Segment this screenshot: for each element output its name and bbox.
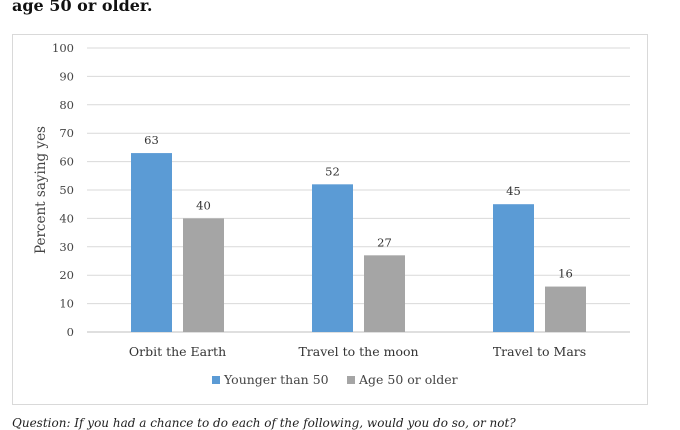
legend-label: Younger than 50 — [223, 372, 329, 387]
y-tick-label: 70 — [59, 126, 74, 140]
data-label: 16 — [558, 267, 573, 281]
y-tick-label: 0 — [67, 325, 74, 339]
x-tick-label: Travel to the moon — [298, 344, 418, 359]
y-tick-label: 30 — [59, 240, 74, 254]
y-tick-label: 80 — [59, 98, 74, 112]
y-tick-label: 90 — [59, 69, 74, 83]
data-label: 45 — [506, 184, 521, 198]
y-tick-label: 100 — [52, 41, 74, 55]
bar — [364, 255, 405, 332]
y-tick-label: 40 — [59, 211, 74, 225]
data-label: 52 — [325, 164, 340, 178]
y-tick-label: 60 — [59, 155, 74, 169]
data-label: 63 — [144, 133, 159, 147]
bar — [312, 184, 353, 332]
bar — [545, 286, 586, 332]
data-label: 40 — [196, 198, 211, 212]
x-tick-label: Travel to Mars — [493, 344, 586, 359]
legend-swatch — [212, 376, 220, 384]
y-tick-label: 20 — [59, 268, 74, 282]
y-tick-label: 10 — [59, 297, 74, 311]
bar — [183, 218, 224, 332]
bar — [493, 204, 534, 332]
y-axis-label: Percent saying yes — [33, 126, 49, 254]
legend-swatch — [347, 376, 355, 384]
y-tick-label: 50 — [59, 183, 74, 197]
page-title: age 50 or older. — [12, 0, 153, 15]
bar — [131, 153, 172, 332]
chart-area — [12, 34, 648, 405]
x-tick-label: Orbit the Earth — [129, 344, 226, 359]
question-caption: Question: If you had a chance to do each… — [12, 416, 516, 430]
legend-label: Age 50 or older — [358, 372, 458, 387]
data-label: 27 — [377, 235, 392, 249]
